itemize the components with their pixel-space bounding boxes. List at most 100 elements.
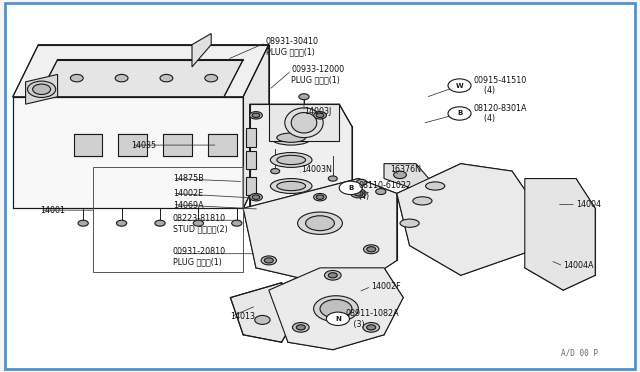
Text: 08223-81810
STUD スタッド(2): 08223-81810 STUD スタッド(2) bbox=[173, 214, 228, 233]
Circle shape bbox=[70, 74, 83, 82]
Ellipse shape bbox=[291, 112, 317, 133]
Text: A/D 00 P: A/D 00 P bbox=[561, 349, 598, 358]
Ellipse shape bbox=[314, 296, 358, 322]
Polygon shape bbox=[26, 74, 58, 104]
Circle shape bbox=[252, 195, 260, 199]
Circle shape bbox=[314, 112, 326, 119]
Circle shape bbox=[326, 312, 349, 326]
Text: 14002E: 14002E bbox=[173, 189, 203, 198]
Polygon shape bbox=[250, 104, 352, 223]
Bar bbox=[246, 151, 256, 169]
Text: N: N bbox=[335, 316, 341, 322]
Polygon shape bbox=[192, 33, 211, 67]
Text: B: B bbox=[348, 185, 353, 191]
Circle shape bbox=[193, 220, 204, 226]
Polygon shape bbox=[243, 179, 397, 290]
Circle shape bbox=[292, 323, 309, 332]
Circle shape bbox=[252, 113, 260, 118]
Polygon shape bbox=[13, 45, 269, 97]
Polygon shape bbox=[525, 179, 595, 290]
Circle shape bbox=[394, 171, 406, 179]
Ellipse shape bbox=[270, 179, 312, 193]
Ellipse shape bbox=[426, 182, 445, 190]
Circle shape bbox=[232, 220, 242, 226]
Circle shape bbox=[160, 74, 173, 82]
Ellipse shape bbox=[306, 216, 334, 231]
Text: 14875B: 14875B bbox=[173, 174, 204, 183]
Ellipse shape bbox=[413, 197, 432, 205]
Circle shape bbox=[316, 113, 324, 118]
Ellipse shape bbox=[285, 108, 323, 138]
Text: 14003N: 14003N bbox=[301, 165, 332, 174]
Ellipse shape bbox=[270, 130, 312, 145]
Bar bbox=[246, 128, 256, 147]
Circle shape bbox=[448, 107, 471, 120]
Polygon shape bbox=[38, 60, 243, 97]
Text: 08911-1082A
   (3): 08911-1082A (3) bbox=[346, 309, 399, 328]
Bar bbox=[163, 134, 192, 156]
Ellipse shape bbox=[277, 133, 306, 142]
Circle shape bbox=[339, 181, 362, 195]
Text: 08110-61022
(4): 08110-61022 (4) bbox=[358, 181, 412, 201]
Circle shape bbox=[448, 79, 471, 92]
Text: 08120-8301A
    (4): 08120-8301A (4) bbox=[474, 104, 527, 123]
Bar bbox=[118, 134, 147, 156]
Ellipse shape bbox=[277, 155, 306, 165]
Circle shape bbox=[367, 325, 376, 330]
Circle shape bbox=[296, 325, 305, 330]
Text: 14004: 14004 bbox=[576, 200, 601, 209]
Circle shape bbox=[299, 94, 309, 100]
Polygon shape bbox=[243, 45, 269, 208]
Circle shape bbox=[356, 179, 367, 185]
Text: 00915-41510
    (4): 00915-41510 (4) bbox=[474, 76, 527, 95]
Ellipse shape bbox=[277, 182, 306, 191]
Circle shape bbox=[78, 220, 88, 226]
Circle shape bbox=[264, 258, 273, 263]
Circle shape bbox=[205, 74, 218, 82]
Text: 14003J: 14003J bbox=[304, 107, 332, 116]
Polygon shape bbox=[13, 97, 243, 208]
Circle shape bbox=[255, 315, 270, 324]
Text: 14004A: 14004A bbox=[563, 262, 594, 270]
Text: 14013: 14013 bbox=[230, 312, 255, 321]
Circle shape bbox=[155, 220, 165, 226]
Bar bbox=[93, 167, 243, 272]
Circle shape bbox=[367, 247, 376, 252]
Text: 14069A: 14069A bbox=[173, 201, 204, 210]
Ellipse shape bbox=[270, 153, 312, 167]
FancyBboxPatch shape bbox=[5, 3, 635, 369]
Circle shape bbox=[328, 176, 337, 181]
Circle shape bbox=[364, 245, 379, 254]
Circle shape bbox=[376, 189, 386, 195]
Bar bbox=[74, 134, 102, 156]
Polygon shape bbox=[269, 268, 403, 350]
Text: 14001: 14001 bbox=[40, 206, 65, 215]
Bar bbox=[208, 134, 237, 156]
Circle shape bbox=[115, 74, 128, 82]
Text: 16376N: 16376N bbox=[390, 165, 421, 174]
Circle shape bbox=[324, 270, 341, 280]
Circle shape bbox=[316, 195, 324, 199]
Polygon shape bbox=[230, 283, 294, 342]
Circle shape bbox=[250, 112, 262, 119]
Circle shape bbox=[271, 169, 280, 174]
Circle shape bbox=[250, 193, 262, 201]
Circle shape bbox=[33, 84, 51, 94]
Text: 00933-12000
PLUG プラグ(1): 00933-12000 PLUG プラグ(1) bbox=[291, 65, 344, 84]
Text: 00931-20810
PLUG プラグ(1): 00931-20810 PLUG プラグ(1) bbox=[173, 247, 226, 266]
Text: W: W bbox=[456, 83, 463, 89]
Circle shape bbox=[328, 273, 337, 278]
Circle shape bbox=[261, 256, 276, 265]
Text: B: B bbox=[457, 110, 462, 116]
Circle shape bbox=[314, 193, 326, 201]
Circle shape bbox=[320, 299, 352, 318]
Bar bbox=[246, 177, 256, 195]
Circle shape bbox=[28, 81, 56, 97]
Circle shape bbox=[116, 220, 127, 226]
Circle shape bbox=[363, 323, 380, 332]
Circle shape bbox=[354, 191, 363, 196]
Text: 14002F: 14002F bbox=[371, 282, 401, 291]
Polygon shape bbox=[397, 164, 538, 275]
Ellipse shape bbox=[400, 219, 419, 227]
Circle shape bbox=[351, 189, 366, 198]
